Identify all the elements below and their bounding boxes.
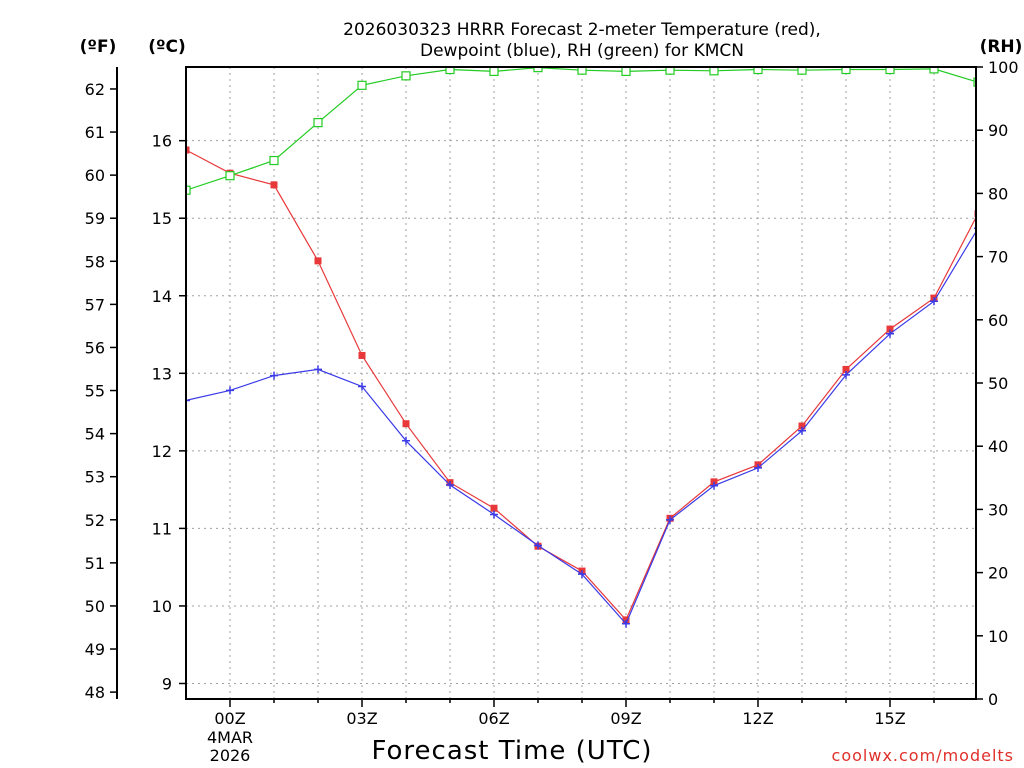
fahrenheit-tick-label: 55 — [85, 382, 105, 401]
dewpoint-point — [754, 463, 762, 472]
fahrenheit-tick-label: 61 — [85, 123, 105, 142]
dewpoint-point — [710, 481, 718, 490]
axes: 48 49 50 51 52 53 54 55 56 57 58 59 60 61 62 9 10 11 12 13 1… — [85, 58, 1019, 728]
celsius-tick-label: 13 — [152, 364, 172, 383]
celsius-tick-label: 11 — [152, 519, 172, 538]
celsius-tick-label: 12 — [152, 442, 172, 461]
rh-point — [885, 66, 895, 75]
temperature-point — [358, 351, 366, 359]
temperature-point — [314, 257, 322, 265]
rh-tick-label: 70 — [988, 248, 1008, 267]
rh-tick-label: 100 — [988, 58, 1019, 77]
rh-point — [225, 171, 235, 181]
rh-point — [401, 71, 411, 81]
fahrenheit-tick-label: 62 — [85, 80, 105, 99]
rh-point — [489, 66, 499, 77]
temperature-point — [842, 365, 850, 373]
celsius-axis-unit: (ºC) — [148, 37, 186, 57]
fahrenheit-tick-label: 57 — [85, 295, 105, 314]
fahrenheit-tick-label: 52 — [85, 511, 105, 530]
rh-tick-label: 90 — [988, 121, 1008, 140]
grid-lines — [186, 67, 976, 699]
fahrenheit-tick-label: 53 — [85, 468, 105, 487]
x-tick-label: 12Z — [742, 709, 773, 728]
fahrenheit-tick-label: 60 — [85, 166, 105, 185]
credit-text: coolwx.com/modelts — [832, 746, 1014, 765]
dewpoint-point — [798, 426, 806, 435]
dewpoint-point — [270, 371, 278, 380]
rh-tick-label: 0 — [988, 690, 998, 709]
temperature-point — [402, 420, 410, 428]
rh-point — [841, 66, 851, 75]
x-date-label-year: 2026 — [210, 746, 251, 765]
x-axis-label: Forecast Time (UTC) — [371, 736, 652, 766]
celsius-tick-label: 14 — [152, 287, 172, 306]
rh-tick-label: 40 — [988, 437, 1008, 456]
chart-title-line2: Dewpoint (blue), RH (green) for KMCN — [420, 41, 744, 61]
chart-title-line1: 2026030323 HRRR Forecast 2-meter Tempera… — [343, 20, 821, 40]
rh-tick-label: 10 — [988, 627, 1008, 646]
rh-tick-label: 60 — [988, 311, 1008, 330]
celsius-tick-label: 15 — [152, 209, 172, 228]
x-date-label-month: 4MAR — [207, 728, 253, 747]
dewpoint-point — [314, 365, 322, 374]
data-series — [186, 66, 976, 628]
x-tick-label: 09Z — [610, 709, 641, 728]
fahrenheit-tick-label: 56 — [85, 338, 105, 357]
celsius-tick-label: 10 — [152, 597, 172, 616]
rh-tick-label: 50 — [988, 374, 1008, 393]
dewpoint-point — [886, 329, 894, 338]
dewpoint-point — [578, 570, 586, 579]
rh-point — [357, 80, 367, 90]
dewpoint-point — [490, 510, 498, 519]
celsius-tick-label: 9 — [162, 674, 172, 693]
fahrenheit-tick-label: 58 — [85, 252, 105, 271]
rh-point — [445, 66, 455, 75]
rh-axis-unit: (RH) — [980, 37, 1023, 57]
fahrenheit-axis-unit: (ºF) — [80, 37, 117, 57]
x-tick-label: 15Z — [874, 709, 905, 728]
rh-point — [313, 118, 323, 128]
dewpoint-line — [186, 230, 976, 625]
celsius-tick-label: 16 — [152, 132, 172, 151]
rh-tick-label: 20 — [988, 564, 1008, 583]
fahrenheit-tick-label: 49 — [85, 640, 105, 659]
dewpoint-point — [186, 396, 190, 405]
rh-point — [753, 66, 763, 75]
dewpoint-point — [358, 382, 366, 391]
fahrenheit-tick-label: 48 — [85, 683, 105, 702]
rh-point — [929, 66, 939, 74]
fahrenheit-tick-label: 54 — [85, 425, 105, 444]
rh-tick-label: 30 — [988, 500, 1008, 519]
fahrenheit-tick-label: 59 — [85, 209, 105, 228]
temperature-point — [186, 146, 190, 154]
dewpoint-point — [666, 515, 674, 524]
temperature-point — [798, 422, 806, 430]
rh-point — [621, 66, 631, 77]
dewpoint-point — [622, 619, 630, 628]
x-tick-label: 03Z — [346, 709, 377, 728]
fahrenheit-tick-label: 50 — [85, 597, 105, 616]
temperature-point — [490, 504, 498, 512]
dewpoint-point — [402, 436, 410, 445]
dewpoint-point — [842, 370, 850, 379]
rh-tick-label: 80 — [988, 184, 1008, 203]
temperature-point — [270, 181, 278, 189]
temperature-line — [186, 149, 976, 621]
temperature-point — [886, 325, 894, 333]
rh-point — [186, 185, 191, 195]
rh-point — [269, 155, 279, 166]
plot-frame — [185, 66, 977, 700]
fahrenheit-tick-label: 51 — [85, 554, 105, 573]
dewpoint-point — [226, 386, 234, 395]
dewpoint-point — [930, 297, 938, 306]
x-tick-label: 06Z — [478, 709, 509, 728]
dewpoint-point — [534, 541, 542, 550]
x-tick-label: 00Z — [214, 709, 245, 728]
dewpoint-point — [446, 480, 454, 489]
